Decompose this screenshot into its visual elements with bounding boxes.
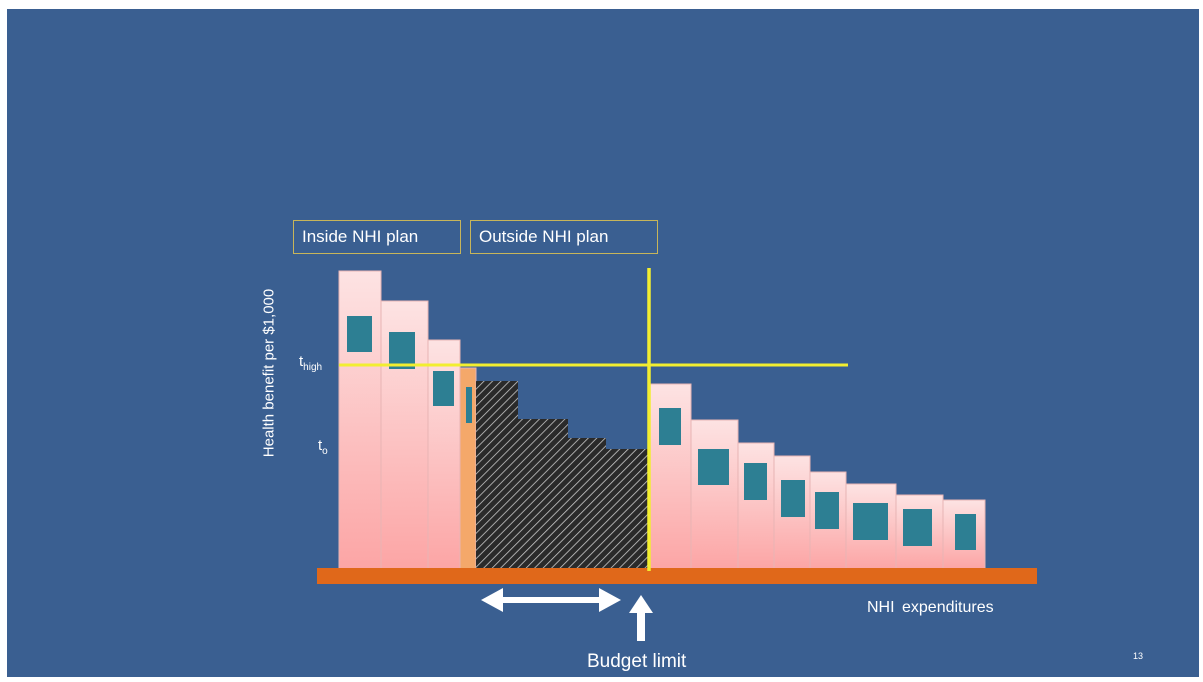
- marker: [744, 463, 767, 500]
- hatched-bars: [476, 381, 648, 569]
- marker: [903, 509, 932, 546]
- x-axis-label: NHI expenditures: [867, 599, 994, 617]
- marker: [955, 514, 976, 550]
- bar: [738, 443, 774, 569]
- marker: [389, 332, 415, 369]
- bar: [339, 271, 381, 569]
- up-arrow-icon: [629, 595, 653, 641]
- marker: [781, 480, 805, 517]
- marker: [347, 316, 372, 352]
- hatched-bar: [606, 449, 648, 569]
- marker: [659, 408, 681, 445]
- diagram-canvas: [7, 9, 1199, 677]
- t-high-label: thigh: [299, 353, 322, 373]
- marker: [853, 503, 888, 540]
- hatched-bar: [568, 438, 606, 569]
- marker: [698, 449, 729, 485]
- t-o-sub: o: [322, 446, 328, 457]
- inside-plan-bars: [339, 271, 476, 569]
- x-axis-bar: [317, 568, 1037, 584]
- marker: [815, 492, 839, 529]
- marker: [466, 387, 472, 423]
- slide: Inside NHI plan Outside NHI plan: [7, 9, 1199, 677]
- t-o-label: to: [318, 437, 328, 457]
- hatched-bar: [476, 381, 518, 569]
- t-high-sub: high: [303, 362, 322, 373]
- page-number: 13: [1133, 651, 1143, 661]
- budget-limit-label: Budget limit: [587, 651, 686, 673]
- double-arrow-icon: [481, 588, 621, 612]
- marker: [433, 371, 454, 406]
- y-axis-label: Health benefit per $1,000: [261, 289, 278, 457]
- bar: [691, 420, 738, 569]
- hatched-bar: [518, 419, 568, 569]
